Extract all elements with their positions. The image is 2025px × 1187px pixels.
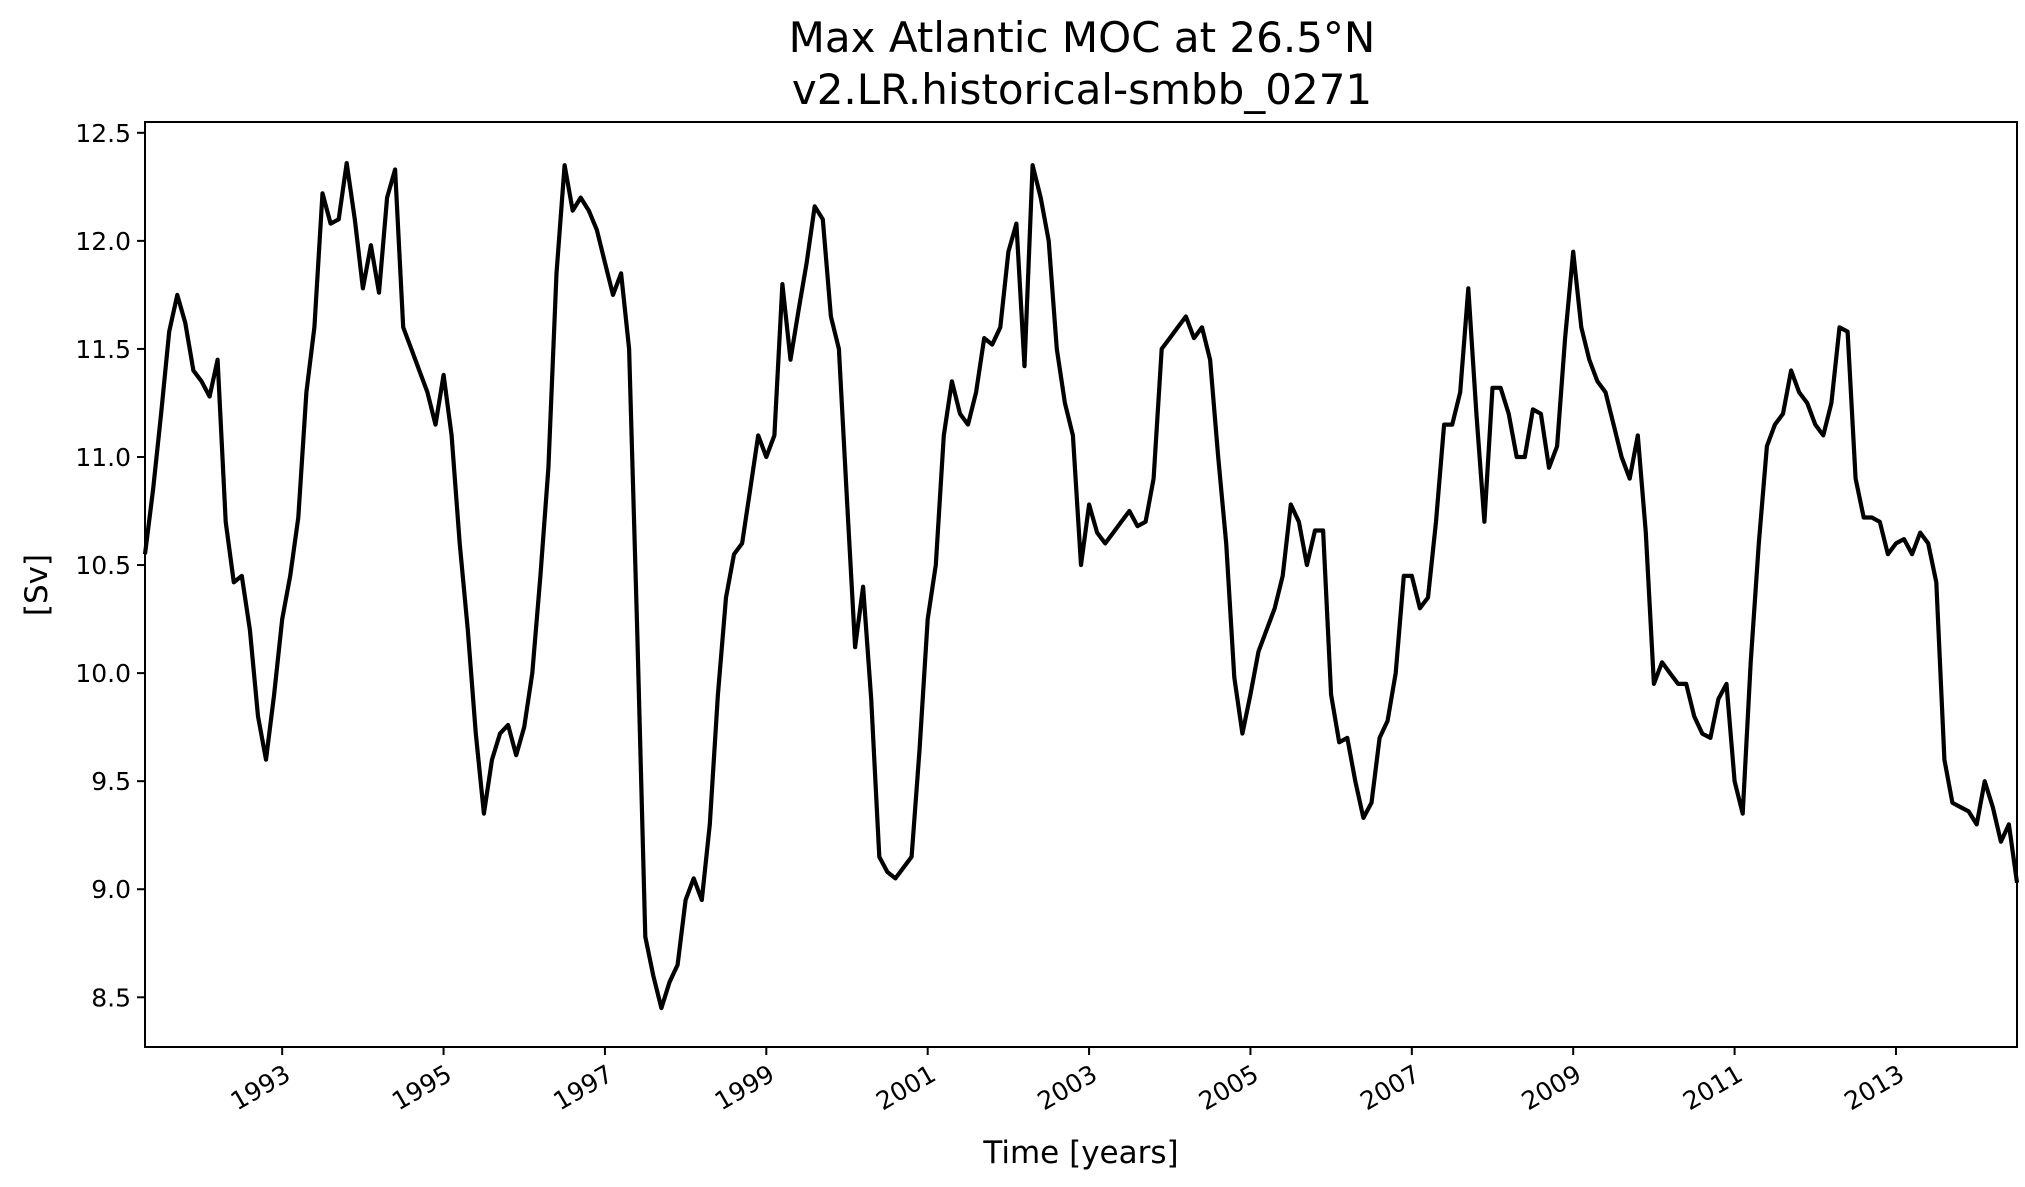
y-tick-label: 9.5 — [91, 767, 131, 796]
y-tick-label: 8.5 — [91, 983, 131, 1012]
y-tick-label: 11.0 — [75, 443, 131, 472]
x-tick-label: 2009 — [1517, 1059, 1587, 1116]
x-tick-label: 1995 — [387, 1059, 457, 1116]
chart-subtitle: v2.LR.historical-smbb_0271 — [792, 65, 1372, 114]
y-axis-ticks: 8.5 9.0 9.5 10.0 10.5 11.0 11.5 12.0 12.5 — [75, 119, 145, 1012]
x-tick-label: 2005 — [1194, 1059, 1264, 1116]
x-tick-label: 1997 — [548, 1059, 618, 1116]
series-line — [142, 161, 2020, 1011]
x-tick-label: 1993 — [226, 1059, 296, 1116]
y-tick-label: 12.5 — [75, 119, 131, 148]
x-tick-label: 1999 — [710, 1059, 780, 1116]
y-tick-label: 12.0 — [75, 227, 131, 256]
x-tick-label: 2011 — [1678, 1059, 1748, 1116]
x-tick-label: 2003 — [1032, 1059, 1102, 1116]
y-tick-label: 11.5 — [75, 335, 131, 364]
y-tick-label: 10.0 — [75, 659, 131, 688]
x-tick-label: 2013 — [1839, 1059, 1909, 1116]
x-tick-label: 2007 — [1355, 1059, 1425, 1116]
y-tick-label: 10.5 — [75, 551, 131, 580]
plot-frame — [144, 121, 2018, 1048]
x-tick-label: 2001 — [871, 1059, 941, 1116]
x-axis-label: Time [years] — [982, 1135, 1178, 1171]
y-tick-label: 9.0 — [91, 875, 131, 904]
y-axis-label: [Sv] — [19, 554, 55, 616]
chart-title: Max Atlantic MOC at 26.5°N — [789, 13, 1376, 62]
x-axis-ticks: 1993 1995 1997 1999 2001 2003 2005 2007 2009 2011… — [226, 1047, 1909, 1116]
